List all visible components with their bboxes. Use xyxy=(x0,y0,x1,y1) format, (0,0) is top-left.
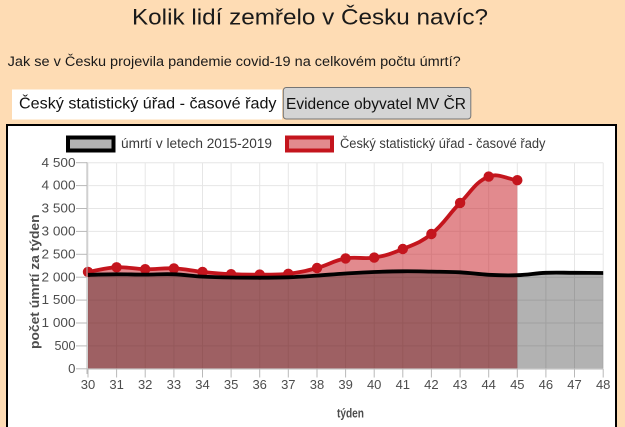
svg-text:43: 43 xyxy=(453,377,467,392)
svg-text:3 000: 3 000 xyxy=(42,225,76,239)
svg-text:Český statistický úřad - časov: Český statistický úřad - časové řady xyxy=(340,136,546,151)
svg-text:34: 34 xyxy=(195,377,209,392)
svg-text:47: 47 xyxy=(567,377,581,392)
svg-text:1 000: 1 000 xyxy=(42,316,76,330)
svg-text:31: 31 xyxy=(109,377,123,392)
svg-text:úmrtí v letech 2015-2019: úmrtí v letech 2015-2019 xyxy=(121,135,272,151)
svg-text:3 500: 3 500 xyxy=(42,202,76,216)
svg-text:30: 30 xyxy=(81,377,95,392)
svg-text:2 500: 2 500 xyxy=(42,247,76,261)
svg-text:38: 38 xyxy=(310,377,324,392)
svg-text:4 000: 4 000 xyxy=(42,179,76,193)
svg-text:45: 45 xyxy=(510,377,524,392)
svg-text:500: 500 xyxy=(55,339,76,353)
svg-text:37: 37 xyxy=(281,377,295,392)
svg-text:35: 35 xyxy=(224,377,238,392)
svg-text:1 500: 1 500 xyxy=(42,293,76,307)
svg-text:4 500: 4 500 xyxy=(42,156,76,170)
svg-text:počet úmrtí za týden: počet úmrtí za týden xyxy=(27,214,42,349)
svg-text:36: 36 xyxy=(252,377,266,392)
svg-text:39: 39 xyxy=(338,377,352,392)
svg-text:Český statistický úřad - časov: Český statistický úřad - časové řady xyxy=(19,93,277,112)
svg-text:41: 41 xyxy=(396,377,410,392)
svg-text:33: 33 xyxy=(167,377,181,392)
svg-text:44: 44 xyxy=(481,377,495,392)
svg-text:Kolik lidí zemřelo v Česku nav: Kolik lidí zemřelo v Česku navíc? xyxy=(132,5,488,30)
svg-text:Jak se v Česku projevila pande: Jak se v Česku projevila pandemie covid-… xyxy=(8,54,461,69)
svg-text:46: 46 xyxy=(539,377,553,392)
svg-text:42: 42 xyxy=(424,377,438,392)
svg-text:48: 48 xyxy=(596,377,610,392)
svg-text:32: 32 xyxy=(138,377,152,392)
svg-text:40: 40 xyxy=(367,377,381,392)
svg-text:0: 0 xyxy=(68,362,75,376)
svg-text:Evidence obyvatel MV ČR: Evidence obyvatel MV ČR xyxy=(286,94,466,113)
svg-text:2 000: 2 000 xyxy=(42,270,76,284)
svg-text:týden: týden xyxy=(337,407,364,421)
